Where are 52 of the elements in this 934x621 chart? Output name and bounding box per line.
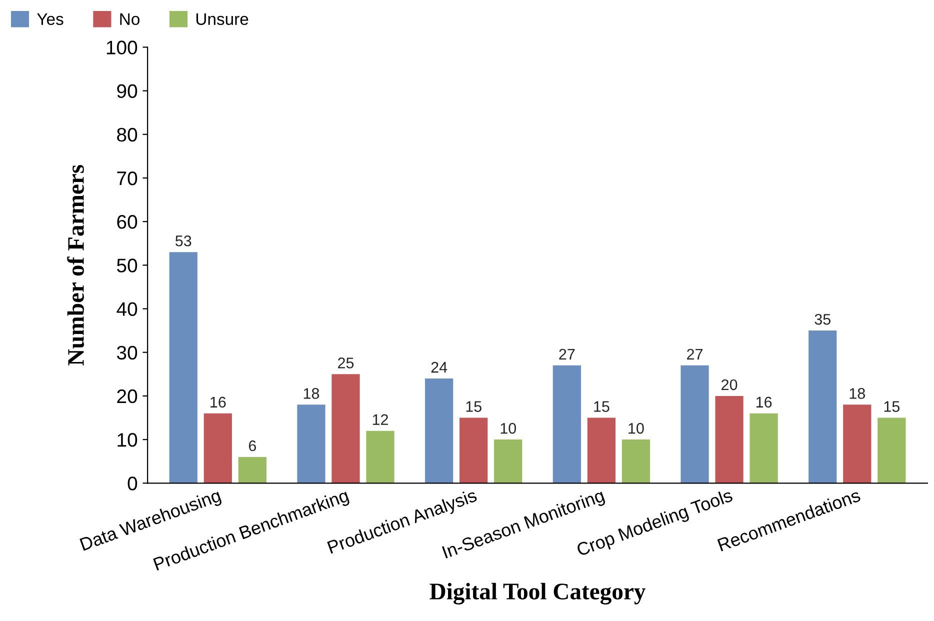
- y-tick-label: 90: [117, 84, 138, 98]
- bar: [366, 430, 394, 484]
- bar: [622, 440, 650, 484]
- legend-label: No: [120, 13, 140, 25]
- data-label: 53: [175, 235, 192, 246]
- bar: [552, 365, 581, 484]
- x-axis-title: Digital Tool Category: [430, 582, 646, 604]
- y-axis-title: Number of Farmers: [67, 164, 84, 366]
- y-tick-label: 70: [117, 171, 138, 186]
- data-label: 35: [814, 314, 830, 325]
- data-label: 18: [304, 388, 320, 399]
- y-tick-label: 40: [116, 302, 138, 316]
- bar: [587, 418, 616, 484]
- data-label: 15: [884, 401, 900, 412]
- y-tick-label: 60: [117, 215, 138, 229]
- data-label: 12: [372, 414, 388, 425]
- bar: [238, 456, 266, 484]
- bar: [878, 418, 906, 484]
- bar: [680, 365, 709, 484]
- data-label: 25: [338, 358, 354, 368]
- y-tick-label: 0: [128, 476, 138, 490]
- y-tick-label: 80: [117, 128, 138, 142]
- bar: [494, 440, 522, 484]
- data-label: 20: [722, 379, 738, 390]
- y-tick-label: 30: [116, 346, 138, 360]
- bar: [460, 418, 488, 484]
- data-label: 10: [628, 422, 644, 434]
- bar: [843, 404, 872, 484]
- data-label: 6: [248, 440, 256, 452]
- bar: [750, 413, 778, 484]
- y-tick-label: 50: [117, 258, 138, 272]
- bar: [808, 330, 837, 484]
- data-label: 10: [500, 422, 516, 434]
- legend-label: Unsure: [196, 13, 248, 25]
- data-label: 18: [850, 388, 865, 399]
- y-tick-label: 20: [117, 389, 138, 404]
- bar: [425, 378, 454, 484]
- bar: [204, 413, 232, 484]
- data-label: 24: [431, 362, 448, 373]
- y-tick-label: 10: [118, 433, 138, 447]
- y-tick-label: 100: [106, 40, 138, 54]
- bar: [169, 252, 198, 484]
- bar: [332, 374, 360, 484]
- data-label: 27: [559, 348, 575, 360]
- data-label: 15: [594, 401, 610, 412]
- legend-label: Yes: [37, 13, 64, 25]
- data-label: 16: [210, 396, 226, 408]
- bar: [297, 404, 326, 484]
- data-label: 16: [756, 396, 772, 408]
- data-label: 27: [687, 348, 703, 360]
- bar: [715, 396, 744, 484]
- data-label: 15: [466, 401, 482, 412]
